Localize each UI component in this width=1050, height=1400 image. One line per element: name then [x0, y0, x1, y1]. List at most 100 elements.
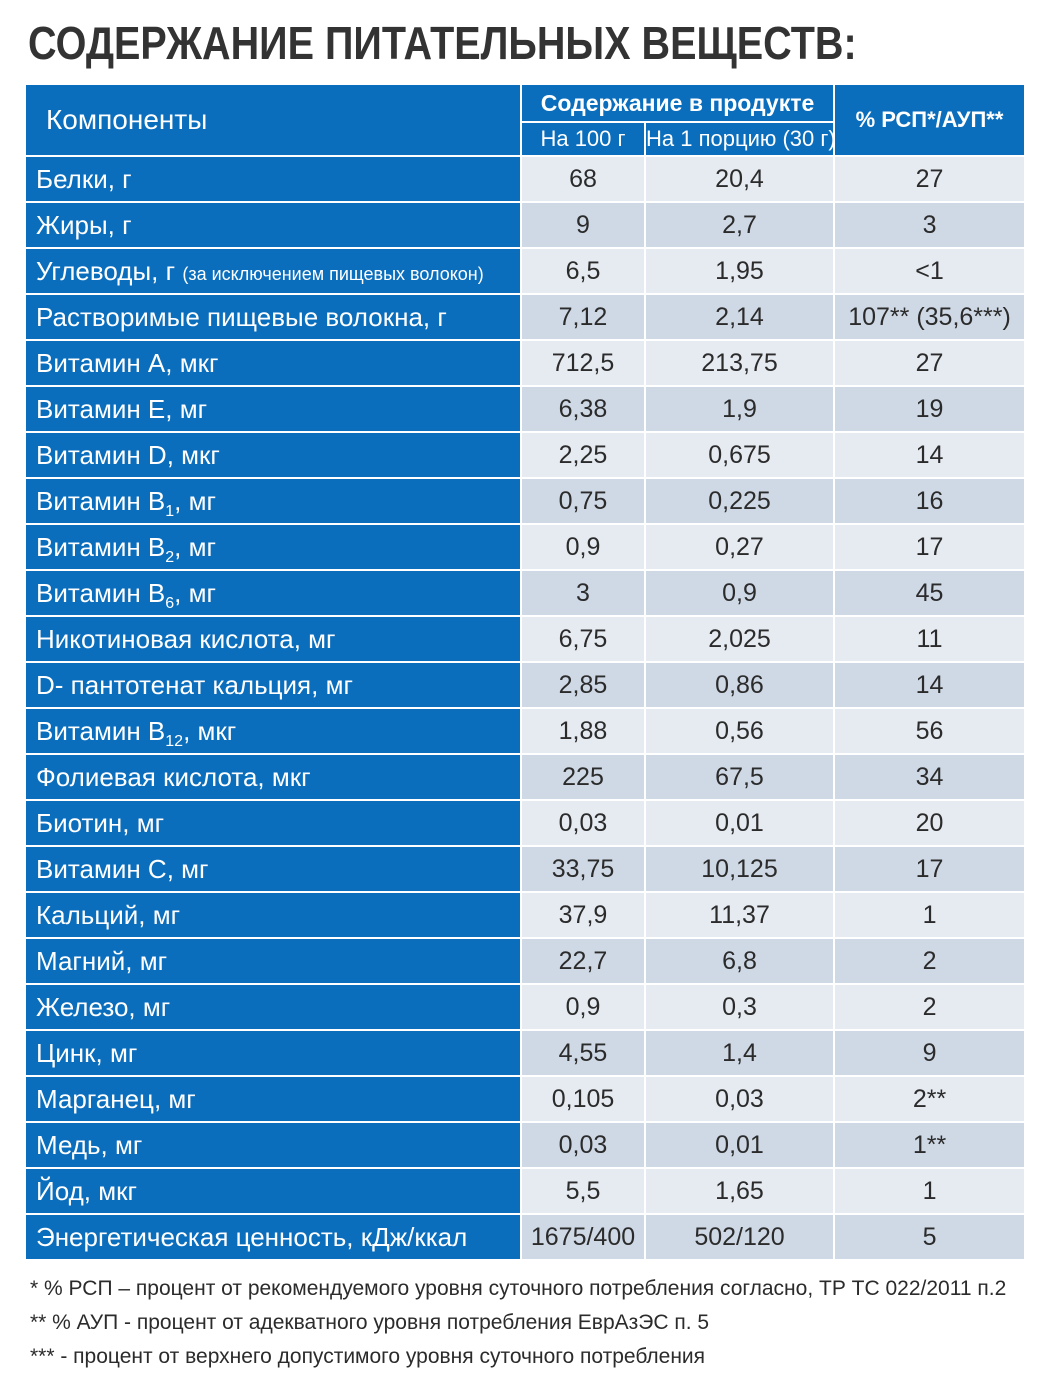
component-label: Растворимые пищевые волокна, г [36, 301, 447, 332]
component-unit: , мг [174, 531, 216, 562]
value-per-100: 5,5 [522, 1167, 646, 1213]
component-subscript: 6 [165, 594, 175, 612]
value-per-100: 7,12 [522, 293, 646, 339]
footnote-upper-limit: *** - процент от верхнего допустимого ур… [30, 1345, 706, 1368]
component-subscript: 12 [165, 732, 184, 750]
component-name: Железо, мг [26, 983, 522, 1029]
component-label: Кальций, мг [36, 899, 181, 930]
component-label: Магний, мг [36, 945, 168, 976]
component-label: Витамин B [36, 715, 166, 746]
component-label: Энергетическая ценность, кДж/ккал [36, 1221, 468, 1252]
component-label: Белки, г [36, 163, 132, 194]
component-name: Витамин Е, мг [26, 385, 522, 431]
value-per-100: 0,75 [522, 477, 646, 523]
value-per-portion: 1,4 [646, 1029, 836, 1075]
component-name: Жиры, г [26, 201, 522, 247]
value-per-portion: 0,01 [646, 1121, 836, 1167]
table-row: Медь, мг 0,03 0,01 1** [26, 1121, 1025, 1167]
component-label: Йод, мкг [36, 1175, 137, 1206]
value-per-portion: 0,9 [646, 569, 836, 615]
table-row: Витамин D, мкг 2,25 0,675 14 [26, 431, 1025, 477]
table-row: Энергетическая ценность, кДж/ккал 1675/40… [26, 1213, 1025, 1259]
table-body: Белки, г 68 20,4 27 Жиры, г 9 2,7 3 Углеводы, г … [26, 155, 1025, 1259]
component-name: Растворимые пищевые волокна, г [26, 293, 522, 339]
value-per-100: 225 [522, 753, 646, 799]
table-row: Фолиевая кислота, мкг 225 67,5 34 [26, 753, 1025, 799]
value-percent: 2 [835, 937, 1025, 983]
component-name: Магний, мг [26, 937, 522, 983]
table-row: Кальций, мг 37,9 11,37 1 [26, 891, 1025, 937]
component-label: Витамин D, мкг [36, 439, 220, 470]
page-title: СОДЕРЖАНИЕ ПИТАТЕЛЬНЫХ ВЕЩЕСТВ: [28, 17, 857, 69]
nutrition-table: Компоненты Содержание в продукте % РСП*/… [26, 85, 1025, 1259]
value-per-100: 0,03 [522, 1121, 646, 1167]
value-percent: 2 [835, 983, 1025, 1029]
value-percent: 16 [835, 477, 1025, 523]
value-per-100: 6,5 [522, 247, 646, 293]
table-row: Витамин B12, мкг 1,88 0,56 56 [26, 707, 1025, 753]
value-per-portion: 0,56 [646, 707, 836, 753]
value-per-portion: 1,65 [646, 1167, 836, 1213]
value-per-portion: 213,75 [646, 339, 836, 385]
value-per-portion: 2,7 [646, 201, 836, 247]
table-row: Витамин А, мкг 712,5 213,75 27 [26, 339, 1025, 385]
value-per-portion: 2,14 [646, 293, 836, 339]
component-name: Углеводы, г (за исключением пищевых воло… [26, 247, 522, 293]
value-per-100: 1,88 [522, 707, 646, 753]
value-per-100: 2,85 [522, 661, 646, 707]
table-row: Никотиновая кислота, мг 6,75 2,025 11 [26, 615, 1025, 661]
component-name: D- пантотенат кальция, мг [26, 661, 522, 707]
component-name: Витамин D, мкг [26, 431, 522, 477]
value-percent: 1 [835, 1167, 1025, 1213]
value-per-portion: 0,225 [646, 477, 836, 523]
component-name: Цинк, мг [26, 1029, 522, 1075]
value-per-portion: 2,025 [646, 615, 836, 661]
value-percent: 14 [835, 431, 1025, 477]
value-per-100: 0,9 [522, 523, 646, 569]
footnote-rsp: * % РСП – процент от рекомендуемого уров… [30, 1277, 1007, 1300]
component-name: Витамин С, мг [26, 845, 522, 891]
table-row: Витамин Е, мг 6,38 1,9 19 [26, 385, 1025, 431]
component-name: Витамин А, мкг [26, 339, 522, 385]
value-per-100: 0,105 [522, 1075, 646, 1121]
component-name: Марганец, мг [26, 1075, 522, 1121]
table-row: Марганец, мг 0,105 0,03 2** [26, 1075, 1025, 1121]
table-row: Витамин С, мг 33,75 10,125 17 [26, 845, 1025, 891]
value-per-portion: 502/120 [646, 1213, 836, 1259]
component-name: Витамин B2, мг [26, 523, 522, 569]
component-name: Биотин, мг [26, 799, 522, 845]
value-per-portion: 0,03 [646, 1075, 836, 1121]
value-per-portion: 11,37 [646, 891, 836, 937]
table-row: Цинк, мг 4,55 1,4 9 [26, 1029, 1025, 1075]
value-percent: 1 [835, 891, 1025, 937]
value-per-100: 6,75 [522, 615, 646, 661]
header-components: Компоненты [26, 85, 522, 155]
value-per-100: 1675/400 [522, 1213, 646, 1259]
header-per-portion: На 1 порцию (30 г) [646, 123, 836, 155]
component-label: Медь, мг [36, 1129, 143, 1160]
component-unit: , мг [174, 577, 216, 608]
table-row: Витамин B2, мг 0,9 0,27 17 [26, 523, 1025, 569]
value-percent: 107** (35,6***) [835, 293, 1025, 339]
value-percent: <1 [835, 247, 1025, 293]
value-per-portion: 0,3 [646, 983, 836, 1029]
component-label: Жиры, г [36, 209, 132, 240]
component-label: Витамин B [36, 485, 166, 516]
component-name: Витамин B1, мг [26, 477, 522, 523]
value-per-100: 22,7 [522, 937, 646, 983]
value-per-portion: 1,95 [646, 247, 836, 293]
value-percent: 27 [835, 155, 1025, 201]
value-per-portion: 0,27 [646, 523, 836, 569]
value-percent: 56 [835, 707, 1025, 753]
value-per-100: 0,9 [522, 983, 646, 1029]
value-per-100: 33,75 [522, 845, 646, 891]
table-row: Биотин, мг 0,03 0,01 20 [26, 799, 1025, 845]
value-per-portion: 1,9 [646, 385, 836, 431]
footnote-aup: ** % АУП - процент от адекватного уровня… [30, 1311, 710, 1334]
component-unit: , мг [174, 485, 216, 516]
value-percent: 45 [835, 569, 1025, 615]
value-per-100: 3 [522, 569, 646, 615]
component-label: Углеводы, г [36, 255, 176, 286]
table-row: Витамин B6, мг 3 0,9 45 [26, 569, 1025, 615]
component-name: Никотиновая кислота, мг [26, 615, 522, 661]
